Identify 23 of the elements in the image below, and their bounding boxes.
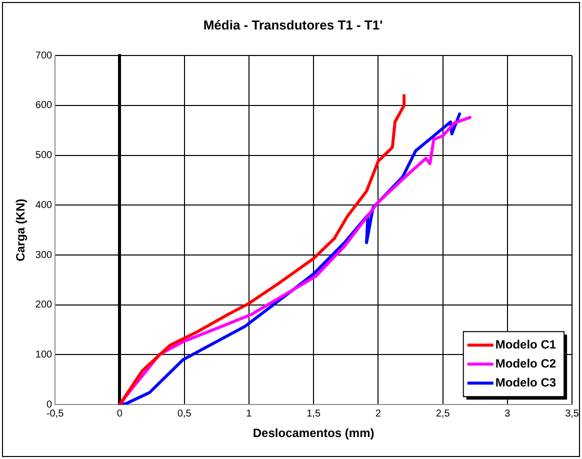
x-tick-label: 1 (246, 408, 252, 420)
x-tick-label: 3 (504, 408, 511, 420)
legend-label: Modelo C3 (495, 375, 556, 390)
y-tick-label: 500 (35, 150, 53, 162)
legend-label: Modelo C1 (495, 337, 556, 352)
x-tick-label: -0,5 (46, 408, 64, 420)
x-axis-title: Deslocamentos (mm) (252, 426, 374, 440)
y-tick-label: 300 (35, 250, 53, 261)
y-tick-label: 400 (35, 200, 53, 211)
x-tick-label: 0 (116, 408, 123, 420)
legend-label: Modelo C2 (495, 356, 556, 370)
x-tick-label: 0,5 (177, 408, 192, 420)
y-tick-label: 200 (35, 300, 53, 311)
y-tick-label: 700 (35, 50, 53, 62)
x-tick-label: 3,5 (565, 408, 580, 420)
y-tick-label: 600 (35, 100, 53, 112)
y-axis-title: Carga (KN) (14, 198, 28, 262)
chart-title: Média - Transdutores T1 - T1' (203, 17, 383, 32)
y-tick-label: 100 (35, 349, 53, 360)
x-tick-label: 2 (375, 408, 382, 420)
x-tick-label: 1,5 (306, 408, 321, 420)
x-tick-label: 2,5 (436, 408, 450, 420)
y-tick-label: 0 (46, 399, 53, 410)
